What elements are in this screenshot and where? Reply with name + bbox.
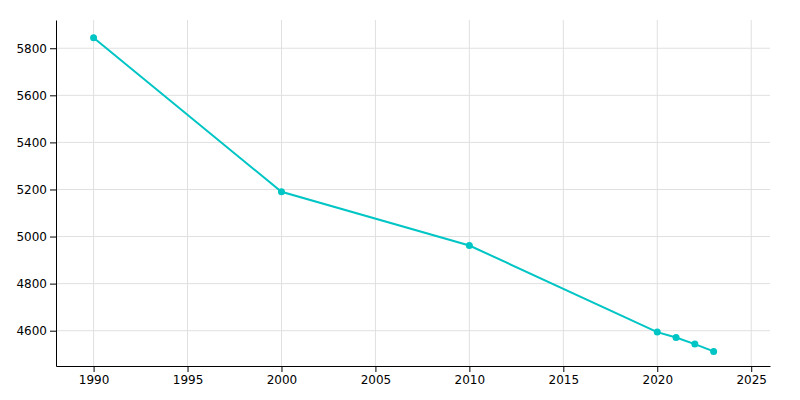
line: [94, 38, 714, 352]
point: [654, 329, 661, 336]
y-tick-label: 5200: [16, 183, 47, 197]
x-grid-line: [751, 20, 752, 366]
x-axis-line: [57, 366, 771, 367]
x-tick-label: 1995: [173, 373, 204, 387]
y-tick-mark: [50, 95, 56, 96]
x-grid-line: [93, 20, 94, 366]
y-tick: 5600: [16, 89, 56, 103]
y-axis: 4600 4800 5000 5200 5400 5600 5800: [16, 21, 56, 367]
x-tick-mark: [94, 366, 95, 372]
x-tick: 1990: [79, 366, 110, 387]
x-tick-mark: [469, 366, 470, 372]
x-tick: 2000: [267, 366, 298, 387]
point: [466, 242, 473, 249]
y-tick-label: 4800: [16, 277, 47, 291]
y-tick-mark: [50, 142, 56, 143]
x-tick-label: 2000: [267, 373, 298, 387]
x-tick-label: 1990: [79, 373, 110, 387]
y-tick-mark: [50, 237, 56, 238]
y-tick-mark: [50, 284, 56, 285]
point: [673, 334, 680, 341]
x-tick-mark: [657, 366, 658, 372]
grid: [56, 20, 770, 366]
y-tick: 4600: [16, 324, 56, 338]
y-grid-line: [56, 283, 770, 284]
x-tick-mark: [375, 366, 376, 372]
x-tick-label: 2020: [642, 373, 673, 387]
x-tick: 2010: [455, 366, 486, 387]
x-tick-mark: [188, 366, 189, 372]
x-grid-line: [469, 20, 470, 366]
point: [691, 341, 698, 348]
y-axis-line: [56, 21, 57, 367]
marks: [90, 34, 717, 355]
x-axis: 1990 1995 2000 2005 2010 2015 2020 2025: [57, 366, 771, 387]
x-tick-label: 2010: [455, 373, 486, 387]
x-tick-mark: [751, 366, 752, 372]
x-tick: 2025: [736, 366, 767, 387]
x-tick-mark: [563, 366, 564, 372]
y-tick: 5800: [16, 42, 56, 56]
x-tick-label: 2015: [549, 373, 580, 387]
y-tick: 5000: [16, 230, 56, 244]
y-tick: 5400: [16, 136, 56, 150]
y-tick-mark: [50, 331, 56, 332]
x-tick-mark: [281, 366, 282, 372]
x-tick: 1995: [173, 366, 204, 387]
x-tick-label: 2005: [361, 373, 392, 387]
plot-area: 1990 1995 2000 2005 2010 2015 2020 2025 4600 4800…: [16, 20, 770, 387]
y-grid-line: [56, 48, 770, 49]
x-grid-line: [375, 20, 376, 366]
y-tick: 4800: [16, 277, 56, 291]
y-tick-mark: [50, 48, 56, 49]
y-tick-label: 5000: [16, 230, 47, 244]
x-tick-label: 2025: [736, 373, 767, 387]
x-tick: 2020: [642, 366, 673, 387]
y-grid-line: [56, 189, 770, 190]
y-tick-mark: [50, 189, 56, 190]
y-tick: 5200: [16, 183, 56, 197]
point: [90, 34, 97, 41]
y-grid-line: [56, 142, 770, 143]
y-tick-label: 5600: [16, 89, 47, 103]
y-grid-line: [56, 330, 770, 331]
y-tick-label: 4600: [16, 324, 47, 338]
x-grid-line: [563, 20, 564, 366]
y-tick-label: 5400: [16, 136, 47, 150]
y-grid-line: [56, 236, 770, 237]
chart: 1990 1995 2000 2005 2010 2015 2020 2025 4600 4800…: [0, 0, 800, 400]
x-grid-line: [187, 20, 188, 366]
point: [710, 348, 717, 355]
point: [278, 188, 285, 195]
x-tick: 2005: [361, 366, 392, 387]
x-tick: 2015: [549, 366, 580, 387]
x-grid-line: [657, 20, 658, 366]
y-tick-label: 5800: [16, 42, 47, 56]
